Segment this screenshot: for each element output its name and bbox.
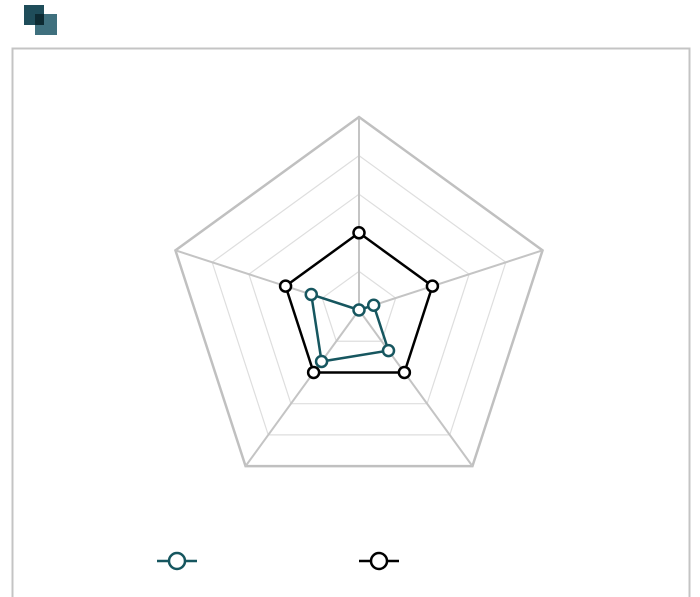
data-point (352, 303, 366, 317)
data-point (381, 343, 396, 358)
data-point (366, 298, 381, 312)
data-point (397, 365, 412, 380)
data-point (314, 354, 329, 369)
legend-marker (369, 551, 389, 571)
data-point (425, 279, 440, 293)
grid-ring (211, 154, 507, 436)
panel-frame (11, 47, 691, 597)
data-point (352, 226, 366, 240)
spoke (244, 309, 360, 467)
spoke (358, 309, 474, 467)
series-line (284, 231, 434, 374)
grid-ring (173, 115, 545, 468)
data-point (278, 279, 293, 293)
data-point (306, 365, 321, 380)
grid-ring (321, 270, 397, 342)
radar-chart (157, 115, 545, 571)
spoke (358, 249, 543, 311)
logo-overlap (35, 14, 44, 25)
legend-marker (167, 551, 187, 571)
data-point (304, 287, 319, 302)
grid-ring (248, 193, 470, 405)
